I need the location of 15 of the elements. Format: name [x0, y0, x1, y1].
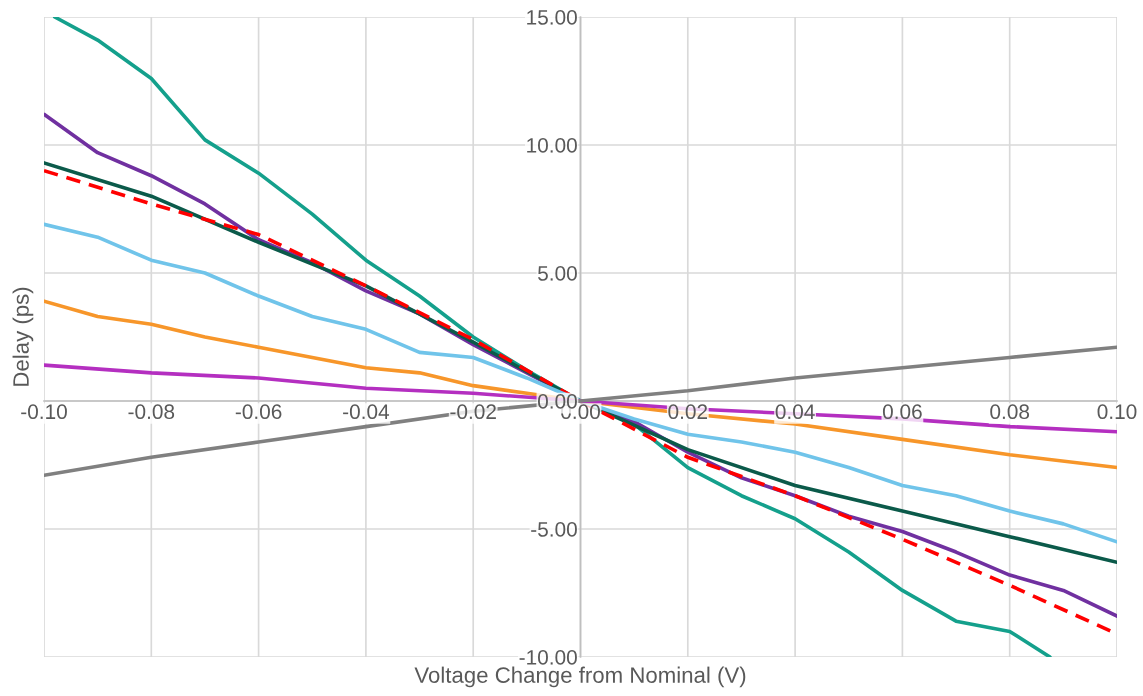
x-tick-label: 0.08 [990, 404, 1030, 420]
y-tick-label: 15.00 [527, 10, 577, 25]
x-tick-label: -0.04 [343, 404, 390, 420]
y-tick-label: -5.00 [531, 522, 577, 537]
x-tick-label: -0.06 [235, 404, 282, 420]
x-tick-label: -0.08 [128, 404, 175, 420]
x-axis-title: Voltage Change from Nominal (V) [414, 666, 746, 688]
y-axis-title: Delay (ps) [12, 287, 34, 386]
y-tick-label: 10.00 [527, 138, 577, 153]
x-tick-label: 0.10 [1097, 404, 1137, 420]
y-tick-label: -10.00 [519, 650, 577, 665]
x-tick-label: 0.06 [882, 404, 922, 420]
y-tick-label: 5.00 [538, 266, 577, 281]
x-tick-label: -0.10 [21, 404, 67, 420]
x-tick-label: -0.02 [450, 404, 496, 420]
